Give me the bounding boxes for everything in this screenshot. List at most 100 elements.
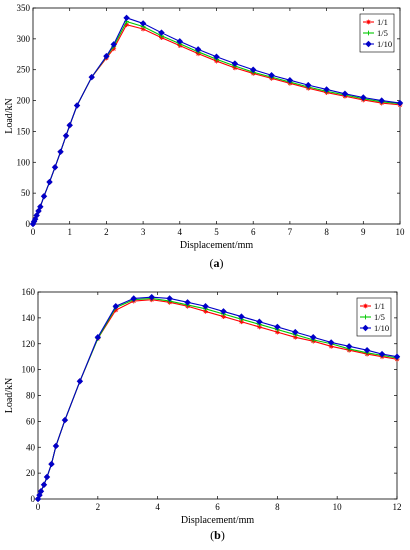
legend-label: 1/10 [374, 323, 389, 333]
data-point [40, 481, 48, 488]
caption-paren-close: ) [220, 256, 224, 270]
data-point [166, 295, 173, 302]
caption-letter: a [214, 256, 220, 270]
data-point [111, 46, 117, 52]
data-point [88, 73, 95, 81]
series-1-5 [35, 296, 400, 502]
y-axis-label: Load/kN [4, 378, 15, 414]
x-tick-label: 3 [141, 227, 146, 237]
legend: 1/11/51/10 [359, 13, 395, 53]
data-point [239, 319, 244, 325]
data-point [310, 334, 317, 341]
data-point [43, 473, 51, 481]
y-tick-label: 150 [17, 126, 31, 136]
y-tick-label: 0 [31, 494, 36, 504]
series-1-1 [35, 297, 400, 502]
caption-paren-open: ( [210, 256, 214, 270]
x-tick-label: 9 [361, 227, 366, 237]
chart-b: 0 2 4 6 8 10 12020406080100120140160Displaceme… [4, 287, 402, 542]
data-point [62, 132, 70, 139]
legend-marker [366, 19, 371, 25]
x-tick-label: 2 [96, 502, 101, 512]
plot-frame [37, 291, 398, 500]
y-tick-label: 100 [22, 365, 36, 375]
x-tick-label: 1 [67, 227, 72, 237]
caption-paren-close: ) [221, 528, 225, 542]
data-point [35, 207, 42, 215]
legend-marker [363, 314, 368, 320]
data-point [148, 293, 155, 301]
legend-label: 1/1 [374, 301, 385, 311]
data-point [360, 94, 367, 101]
series-1-5 [30, 19, 403, 227]
data-point [249, 66, 257, 73]
data-point [323, 86, 330, 93]
data-point [363, 346, 371, 354]
data-point [46, 178, 53, 186]
data-point [57, 148, 64, 156]
y-tick-label: 120 [22, 339, 36, 349]
data-point [52, 442, 60, 450]
data-point [305, 81, 312, 89]
y-tick-label: 350 [17, 3, 31, 13]
plot-frame [32, 7, 401, 225]
data-point [113, 307, 119, 313]
y-tick-label: 20 [26, 468, 36, 478]
data-point [231, 60, 239, 67]
caption-paren-open: ( [210, 528, 214, 542]
y-tick-label: 60 [26, 416, 36, 426]
y-tick-label: 160 [22, 287, 36, 297]
data-point [158, 29, 165, 36]
data-point [48, 460, 55, 468]
x-tick-label: 10 [333, 502, 343, 512]
series-line [37, 299, 398, 500]
data-point [202, 303, 209, 310]
y-tick-label: 140 [22, 313, 36, 323]
data-point [274, 329, 280, 335]
y-tick-label: 40 [26, 442, 36, 452]
legend-label: 1/10 [377, 39, 392, 49]
data-point [268, 72, 275, 79]
data-point [194, 46, 202, 53]
data-point [139, 20, 147, 27]
data-point [327, 339, 335, 346]
data-point [292, 328, 299, 336]
panel-caption: (b) [210, 528, 225, 542]
data-point [94, 334, 102, 341]
data-point [286, 76, 294, 84]
data-point [238, 313, 245, 320]
data-point [37, 488, 45, 495]
y-tick-label: 0 [26, 219, 31, 229]
data-point [256, 324, 262, 330]
data-point [124, 22, 129, 28]
x-axis-label: Displacement/mm [180, 240, 254, 251]
x-tick-label: 8 [275, 502, 280, 512]
data-point [221, 314, 226, 319]
data-point [34, 495, 42, 503]
data-point [203, 309, 208, 314]
x-tick-label: 4 [178, 227, 183, 237]
data-point [51, 163, 59, 171]
data-point [33, 212, 40, 219]
y-tick-label: 100 [17, 157, 31, 167]
y-tick-label: 50 [21, 188, 31, 198]
legend-marker [366, 30, 371, 36]
y-tick-label: 80 [26, 391, 36, 401]
data-point [112, 303, 120, 310]
data-point [345, 343, 353, 350]
x-tick-label: 12 [393, 502, 402, 512]
data-point [40, 193, 48, 200]
caption-letter: b [214, 528, 221, 542]
series-line [32, 20, 401, 225]
data-point [73, 102, 81, 109]
data-point [184, 299, 191, 306]
legend-label: 1/5 [377, 28, 388, 38]
data-point [220, 308, 227, 315]
x-tick-label: 0 [31, 227, 36, 237]
data-point [393, 353, 401, 360]
data-point [256, 318, 263, 325]
data-point [37, 203, 44, 210]
x-tick-label: 5 [214, 227, 219, 237]
x-tick-label: 0 [36, 502, 41, 512]
